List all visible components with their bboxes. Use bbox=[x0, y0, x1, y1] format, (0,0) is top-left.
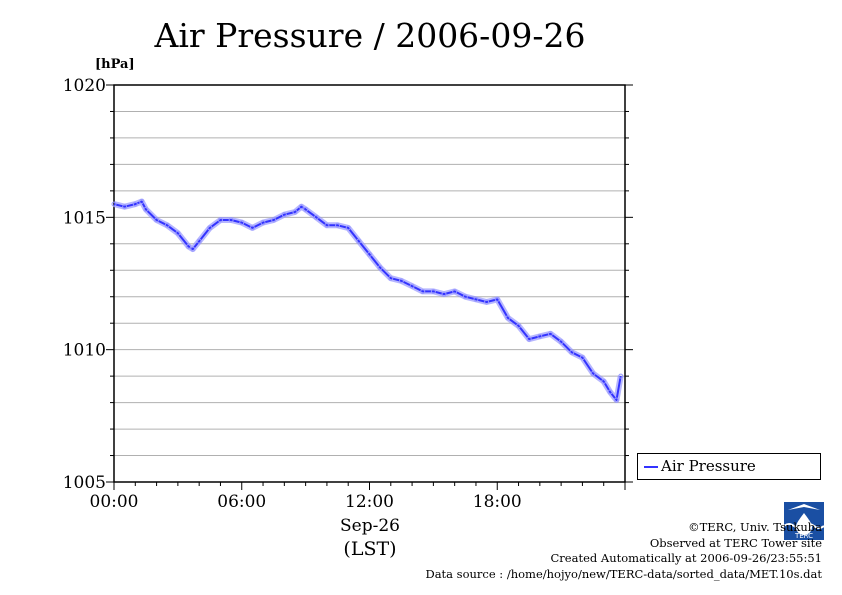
data-point bbox=[516, 323, 522, 329]
data-point bbox=[196, 238, 202, 244]
x-tick-label: 06:00 bbox=[217, 492, 266, 512]
data-point bbox=[590, 370, 596, 376]
series-air-pressure bbox=[111, 198, 624, 403]
data-point bbox=[607, 389, 613, 395]
data-point bbox=[452, 288, 458, 294]
data-point bbox=[494, 296, 500, 302]
x-tick-labels: 00:00 06:00 12:00 18:00 bbox=[90, 492, 522, 512]
data-point bbox=[601, 378, 607, 384]
series-halo bbox=[113, 198, 624, 403]
data-point bbox=[164, 222, 170, 228]
y-axis-label: [hPa] bbox=[95, 57, 135, 72]
credit-source: Data source : /home/hojyo/new/TERC-data/… bbox=[425, 566, 822, 581]
data-point bbox=[473, 296, 479, 302]
svg-text:TERC: TERC bbox=[794, 532, 813, 540]
data-point bbox=[298, 204, 304, 210]
data-point bbox=[122, 204, 128, 210]
data-point bbox=[484, 299, 490, 305]
data-point bbox=[303, 206, 309, 212]
data-point bbox=[356, 238, 362, 244]
data-point bbox=[239, 220, 245, 226]
data-point bbox=[547, 331, 553, 337]
data-point bbox=[430, 288, 436, 294]
data-point bbox=[377, 265, 383, 271]
data-point bbox=[537, 333, 543, 339]
y-tick-labels: 1005 1010 1015 1020 bbox=[63, 76, 106, 493]
data-point bbox=[154, 217, 160, 223]
data-point bbox=[505, 315, 511, 321]
data-point bbox=[324, 222, 330, 228]
legend-label: Air Pressure bbox=[661, 457, 756, 475]
data-point bbox=[579, 355, 585, 361]
data-point bbox=[388, 275, 394, 281]
data-point bbox=[190, 246, 196, 252]
data-point bbox=[228, 217, 234, 223]
data-point bbox=[260, 220, 266, 226]
x-tick-label: 00:00 bbox=[90, 492, 139, 512]
data-point bbox=[281, 212, 287, 218]
credit-observed: Observed at TERC Tower site bbox=[649, 535, 822, 550]
legend: Air Pressure bbox=[637, 453, 821, 480]
credit-copyright: ©TERC, Univ. Tsukuba bbox=[688, 520, 822, 534]
data-point bbox=[143, 206, 149, 212]
x-tick-label: 12:00 bbox=[345, 492, 394, 512]
data-point bbox=[335, 222, 341, 228]
gridlines bbox=[114, 110, 625, 457]
chart-title: Air Pressure / 2006-09-26 bbox=[154, 16, 586, 55]
x-tick-label: 18:00 bbox=[473, 492, 522, 512]
axis-ticks bbox=[106, 84, 633, 490]
data-point bbox=[409, 283, 415, 289]
terc-logo-icon: TERC bbox=[784, 502, 824, 540]
data-point bbox=[398, 278, 404, 284]
x-axis-unit-label: (LST) bbox=[343, 538, 396, 560]
y-tick-label: 1005 bbox=[63, 473, 106, 493]
data-point bbox=[558, 339, 564, 345]
data-point bbox=[292, 209, 298, 215]
legend-line-swatch bbox=[644, 466, 658, 468]
data-point bbox=[175, 230, 181, 236]
data-point bbox=[367, 251, 372, 257]
credits-block: ©TERC, Univ. Tsukuba Observed at TERC To… bbox=[425, 520, 822, 582]
series-line bbox=[113, 200, 622, 401]
data-point bbox=[420, 288, 426, 294]
data-point bbox=[139, 198, 145, 204]
data-point bbox=[462, 294, 468, 300]
y-tick-label: 1020 bbox=[63, 76, 106, 96]
data-point bbox=[313, 214, 319, 220]
plot-frame bbox=[113, 84, 626, 483]
data-point bbox=[111, 201, 117, 207]
y-tick-label: 1010 bbox=[63, 341, 106, 361]
data-point bbox=[249, 225, 255, 231]
y-tick-label: 1015 bbox=[63, 208, 106, 228]
data-point bbox=[132, 201, 138, 207]
data-point bbox=[613, 397, 619, 403]
credit-created: Created Automatically at 2006-09-26/23:5… bbox=[550, 551, 823, 565]
data-point bbox=[345, 225, 351, 231]
data-point bbox=[217, 217, 223, 223]
data-point bbox=[207, 225, 213, 231]
data-point bbox=[526, 336, 532, 342]
data-point bbox=[186, 243, 192, 249]
data-point bbox=[441, 291, 447, 297]
data-point bbox=[569, 349, 575, 355]
data-point bbox=[271, 217, 277, 223]
data-point bbox=[618, 373, 624, 379]
x-axis-date-label: Sep-26 bbox=[340, 516, 400, 536]
